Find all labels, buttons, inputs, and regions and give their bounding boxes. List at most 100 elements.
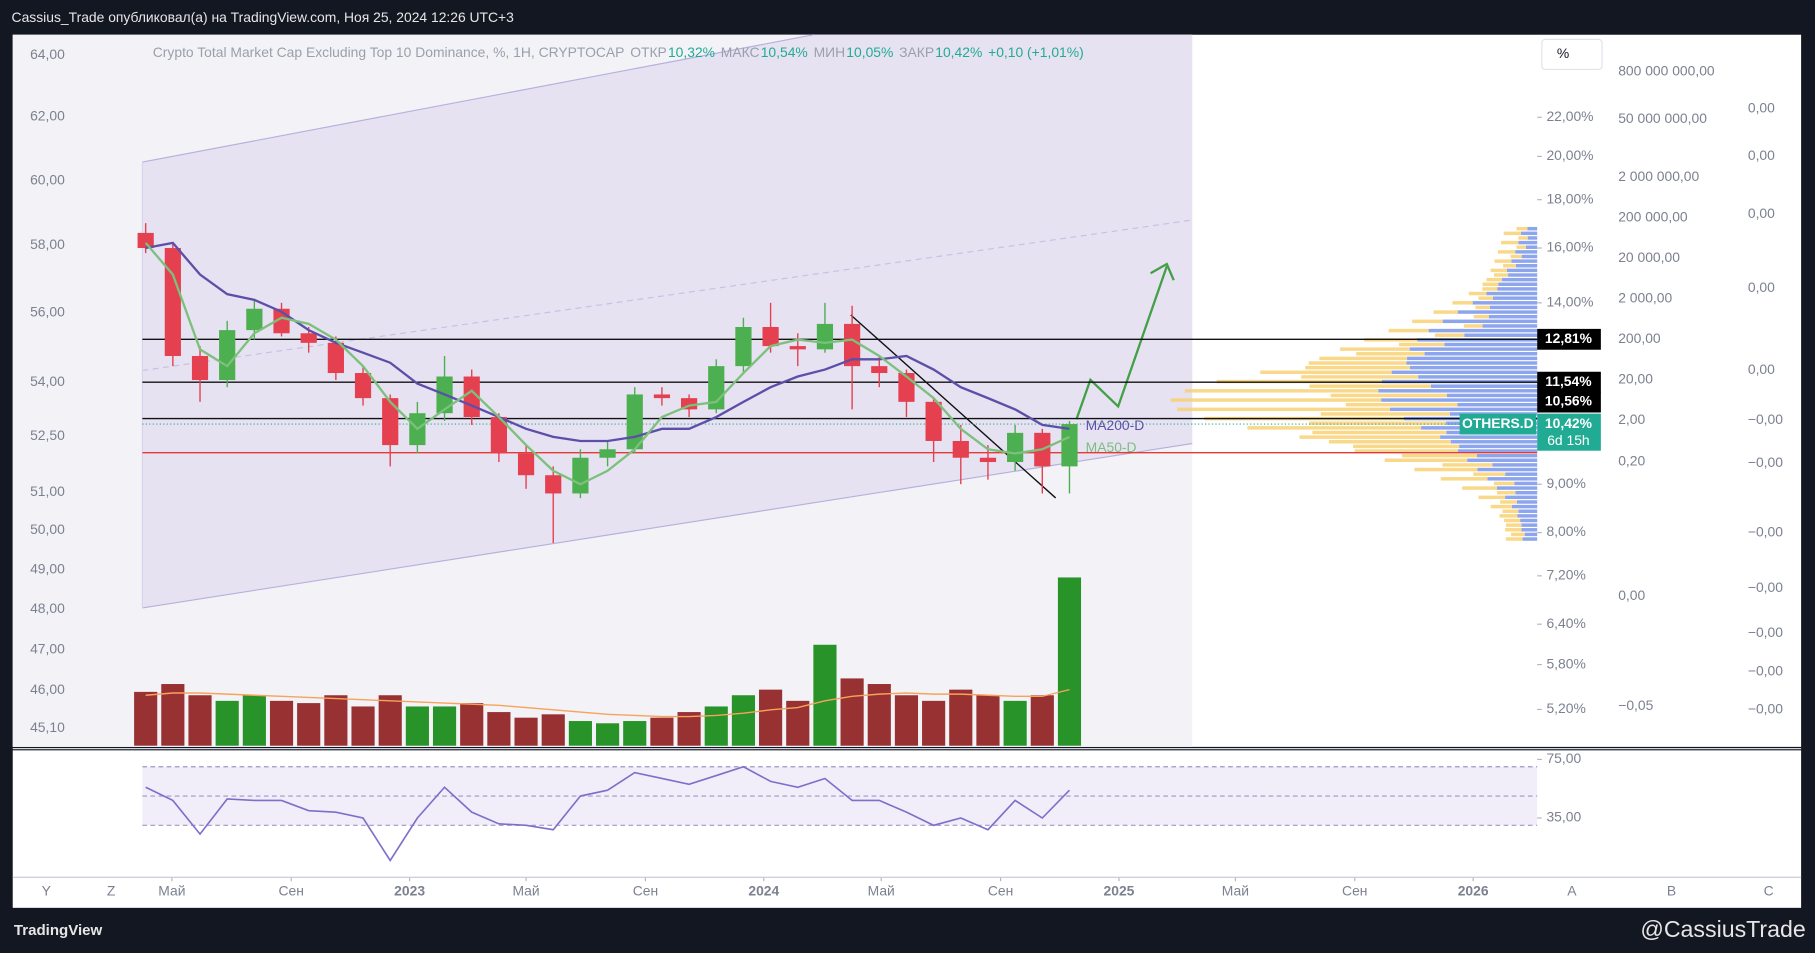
left-axis-label: 64,00 xyxy=(30,46,65,62)
profile-row-up xyxy=(1527,236,1538,240)
aux-axis-label: 0,20 xyxy=(1618,453,1645,469)
profile-row-down xyxy=(1309,421,1447,425)
profile-row-down xyxy=(1510,254,1522,259)
profile-row-up xyxy=(1482,324,1538,328)
volume-bar xyxy=(568,721,592,746)
x-tick-label: 2025 xyxy=(1104,882,1135,898)
profile-row-down xyxy=(1482,287,1498,291)
legend-key: МИН xyxy=(814,44,846,60)
aux-axis-label: −0,00 xyxy=(1748,411,1783,427)
profile-row-up xyxy=(1457,310,1538,314)
price-badge xyxy=(1537,371,1601,393)
volume-bar xyxy=(731,695,756,746)
profile-row-down xyxy=(1516,226,1528,231)
y-tick-label: 16,00% xyxy=(1546,239,1593,255)
volume-bar xyxy=(188,695,212,746)
volume-bar xyxy=(514,717,538,746)
volume-bar xyxy=(623,721,647,746)
profile-row-up xyxy=(1446,393,1538,398)
x-tick-label: 2024 xyxy=(748,882,779,898)
profile-row-up xyxy=(1518,509,1538,513)
profile-row-down xyxy=(1170,398,1382,402)
volume-bar xyxy=(161,684,185,746)
toolbar-button[interactable]: B xyxy=(1667,882,1676,898)
legend-key: МАКС xyxy=(721,44,760,60)
profile-row-up xyxy=(1442,319,1538,324)
profile-row-down xyxy=(1328,440,1451,444)
x-tick-label: Сен xyxy=(279,882,304,898)
toolbar-button[interactable]: A xyxy=(1567,882,1577,898)
scale-button[interactable] xyxy=(1541,38,1603,71)
aux-axis-label: 200,00 xyxy=(1618,330,1661,346)
profile-row-down xyxy=(1308,361,1407,365)
profile-row-down xyxy=(1505,528,1522,532)
x-tick-label: Сен xyxy=(1342,882,1367,898)
channel-upper xyxy=(142,34,814,163)
brand: TradingView xyxy=(14,922,103,939)
arrow-head xyxy=(1150,262,1175,281)
profile-row-down xyxy=(1504,518,1521,523)
profile-row-up xyxy=(1518,240,1538,245)
volume-bar xyxy=(840,678,864,746)
candle-body xyxy=(653,394,671,399)
profile-row-up xyxy=(1467,458,1538,463)
profile-row-down xyxy=(1299,435,1441,439)
aux-axis-label: −0,00 xyxy=(1748,700,1783,716)
candle-body xyxy=(517,453,535,476)
profile-row-up xyxy=(1522,537,1538,541)
profile-row-down xyxy=(1486,277,1503,282)
profile-row-down xyxy=(1497,250,1516,254)
candle-body xyxy=(1007,432,1024,463)
profile-row-down xyxy=(1518,236,1528,240)
profile-row-down xyxy=(1414,467,1478,472)
candle-body xyxy=(300,333,317,343)
y-tick-label: 14,00% xyxy=(1546,294,1593,310)
scale-button-label[interactable]: % xyxy=(1557,45,1569,61)
left-axis-label: 46,00 xyxy=(30,681,65,697)
candle-body xyxy=(762,326,779,347)
profile-row-down xyxy=(1506,523,1522,527)
volume-bar xyxy=(813,644,837,746)
toolbar-button[interactable]: Y xyxy=(42,882,51,898)
toolbar-button[interactable]: Z xyxy=(107,882,116,898)
toolbar-button[interactable]: C xyxy=(1764,882,1774,898)
volume-bar xyxy=(378,695,402,746)
ma-label: MA50-D xyxy=(1086,439,1137,455)
profile-row-up xyxy=(1409,347,1538,351)
aux-axis-label: 0,00 xyxy=(1618,587,1645,603)
profile-row-up xyxy=(1527,226,1538,231)
profile-row-down xyxy=(1388,328,1429,333)
profile-row-up xyxy=(1505,495,1538,500)
left-axis-label: 58,00 xyxy=(30,236,65,252)
aux-axis-label: 200 000,00 xyxy=(1618,208,1688,224)
candle-body xyxy=(164,248,181,356)
volume-bar xyxy=(922,700,946,746)
price-badge-label: 12,81% xyxy=(1545,330,1592,346)
volume-bar xyxy=(405,706,429,746)
candle-body xyxy=(327,342,344,374)
publisher: Cassius_Trade опубликовал(а) на TradingV… xyxy=(12,9,515,25)
left-axis-label: 52,50 xyxy=(30,427,65,443)
profile-row-down xyxy=(1340,347,1410,351)
time-axis xyxy=(12,877,1802,908)
profile-row-down xyxy=(1501,240,1519,245)
candle-body xyxy=(137,232,154,249)
volume-bar xyxy=(650,717,674,746)
profile-row-down xyxy=(1493,273,1509,277)
countdown: 6d 15h xyxy=(1547,432,1589,448)
y-tick-label: 5,20% xyxy=(1546,700,1585,716)
candle-body xyxy=(680,398,698,410)
volume-bar xyxy=(759,689,783,746)
profile-row-up xyxy=(1508,273,1538,277)
volume-bar xyxy=(432,706,457,746)
profile-row-up xyxy=(1489,305,1538,310)
candle-body xyxy=(191,355,209,381)
profile-row-up xyxy=(1505,472,1538,476)
price-badge-label: 10,56% xyxy=(1545,393,1592,409)
profile-row-up xyxy=(1472,301,1538,305)
symbol-name-badge xyxy=(1459,413,1537,435)
volume-bar xyxy=(269,700,294,746)
profile-row-up xyxy=(1521,523,1538,527)
